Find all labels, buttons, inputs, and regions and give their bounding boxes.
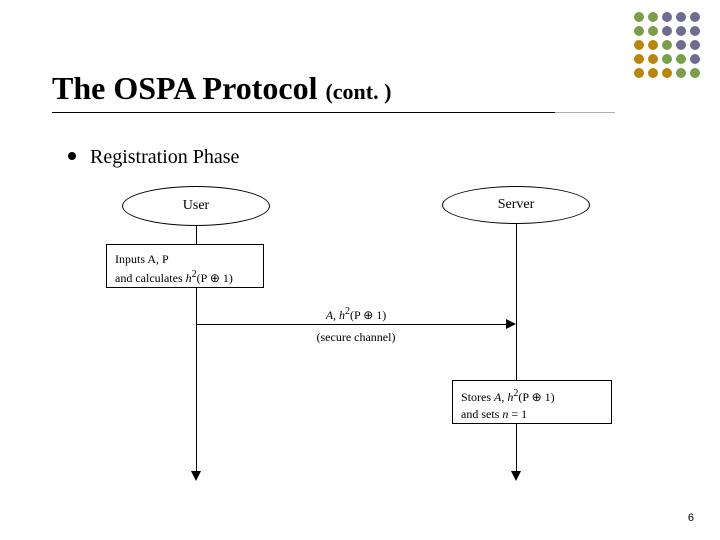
message-line xyxy=(196,324,508,325)
right-lifeline-bottom xyxy=(516,424,517,471)
arrowhead-down-right xyxy=(511,471,521,481)
title-underline xyxy=(52,112,555,113)
page-number: 6 xyxy=(688,512,694,524)
protocol-diagram: User Server Inputs A, P and calculates h… xyxy=(80,182,640,482)
message-top-label: A, h2(P ⊕ 1) xyxy=(196,306,516,323)
title-sub: (cont. ) xyxy=(325,79,391,104)
inputs-box: Inputs A, P and calculates h2(P ⊕ 1) xyxy=(106,244,264,288)
bullet-dot-icon xyxy=(68,152,76,160)
slide-title: The OSPA Protocol (cont. ) xyxy=(52,70,391,107)
stores-line1: Stores A, h2(P ⊕ 1) xyxy=(461,387,603,406)
user-ellipse: User xyxy=(122,186,270,226)
title-main: The OSPA Protocol xyxy=(52,70,317,106)
stores-box: Stores A, h2(P ⊕ 1) and sets n = 1 xyxy=(452,380,612,424)
right-lifeline-top xyxy=(516,224,517,380)
inputs-line1: Inputs A, P xyxy=(115,251,255,268)
message-bottom-label: (secure channel) xyxy=(196,330,516,345)
title-underline-gray xyxy=(555,112,615,113)
stores-line2: and sets n = 1 xyxy=(461,406,603,423)
arrowhead-down-left xyxy=(191,471,201,481)
bullet-text: Registration Phase xyxy=(90,146,239,168)
decor-dot-grid xyxy=(634,12,700,78)
server-ellipse: Server xyxy=(442,186,590,224)
user-label: User xyxy=(183,198,209,214)
inputs-line2: and calculates h2(P ⊕ 1) xyxy=(115,268,255,287)
left-lifeline-top xyxy=(196,226,197,244)
server-label: Server xyxy=(498,197,535,213)
bullet-registration: Registration Phase xyxy=(68,146,239,169)
